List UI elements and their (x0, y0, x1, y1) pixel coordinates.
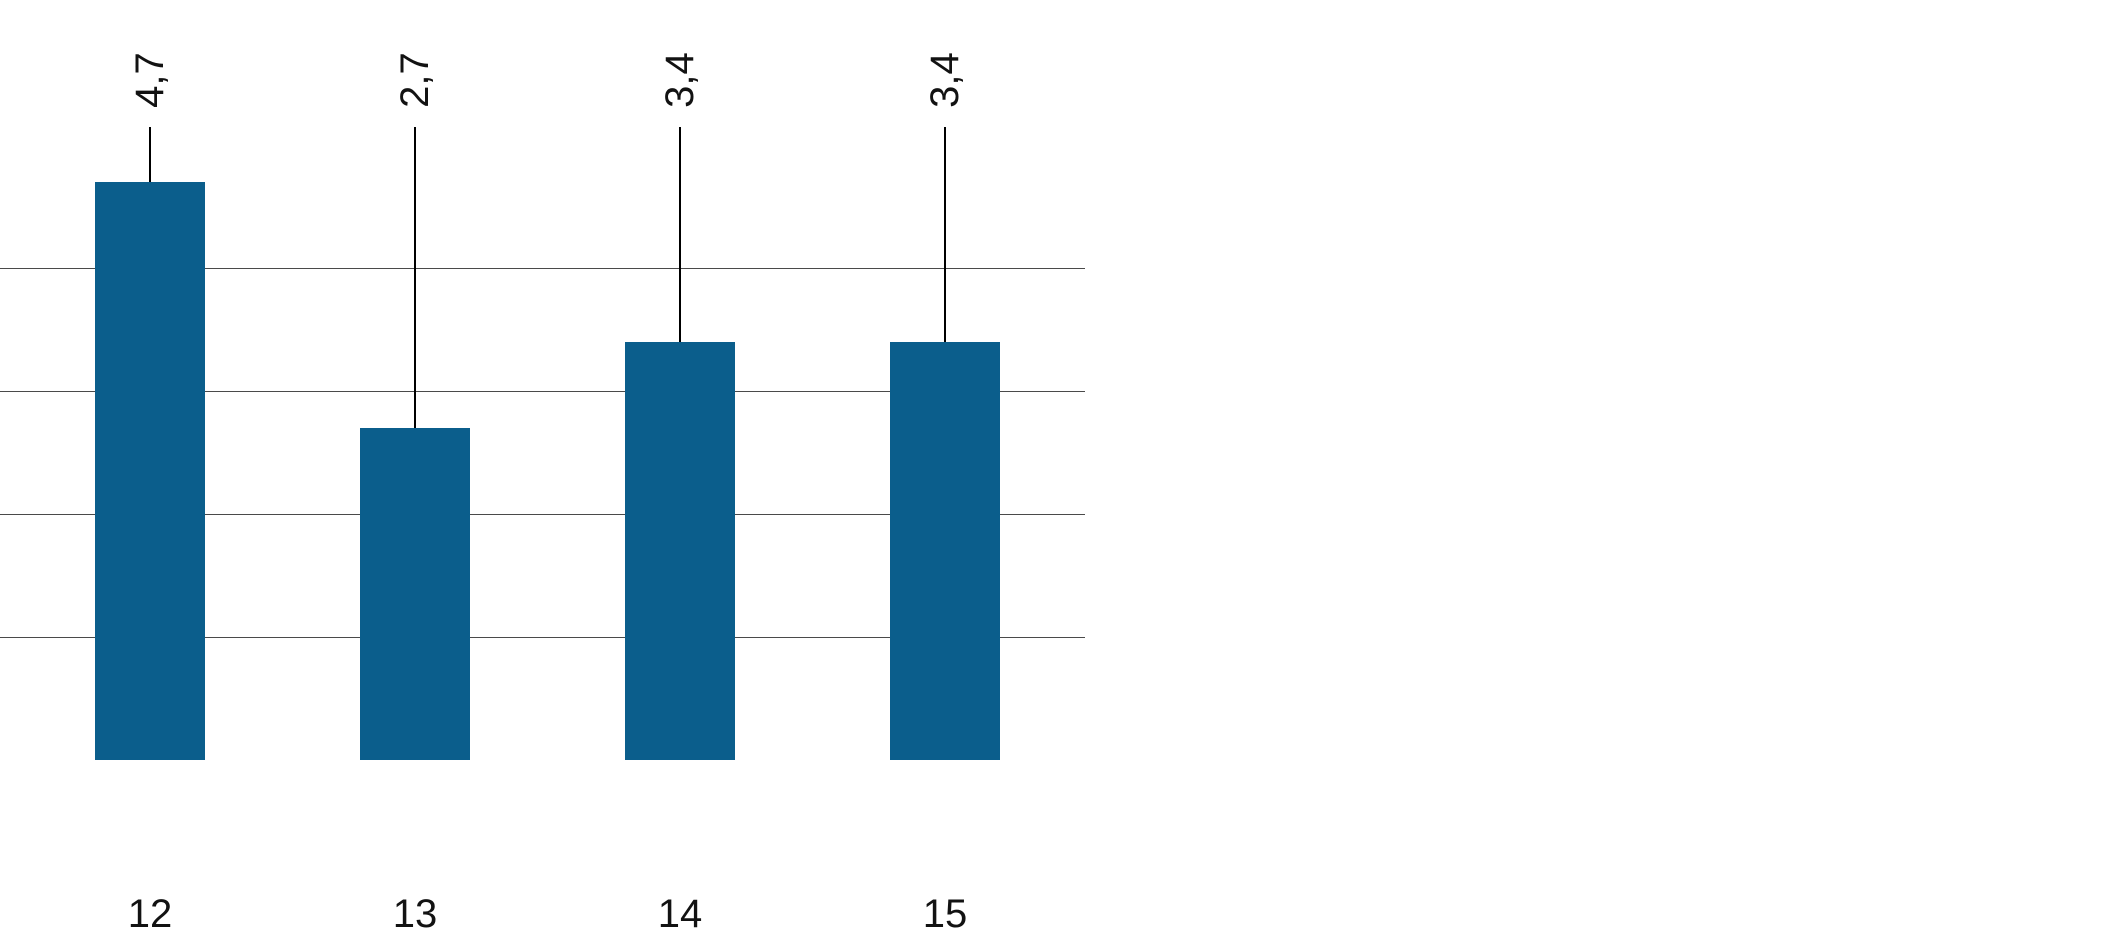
value-label: 2,7 (395, 20, 435, 140)
value-label: 4,7 (130, 20, 170, 140)
connector-line (414, 145, 416, 428)
connector-line (944, 145, 946, 342)
x-axis-label: 12 (128, 892, 173, 937)
bar (890, 342, 1000, 760)
x-axis-label: 13 (393, 892, 438, 937)
bar (360, 428, 470, 760)
value-label: 3,4 (925, 20, 965, 140)
x-axis-label: 15 (923, 892, 968, 937)
x-axis-label: 14 (658, 892, 703, 937)
bar (95, 182, 205, 760)
bar (625, 342, 735, 760)
bar-chart: 4,7 12 2,7 13 3,4 14 3,4 15 (0, 0, 2113, 938)
value-label: 3,4 (660, 20, 700, 140)
connector-line (149, 145, 151, 182)
plot-area (0, 145, 1085, 760)
connector-line (679, 145, 681, 342)
